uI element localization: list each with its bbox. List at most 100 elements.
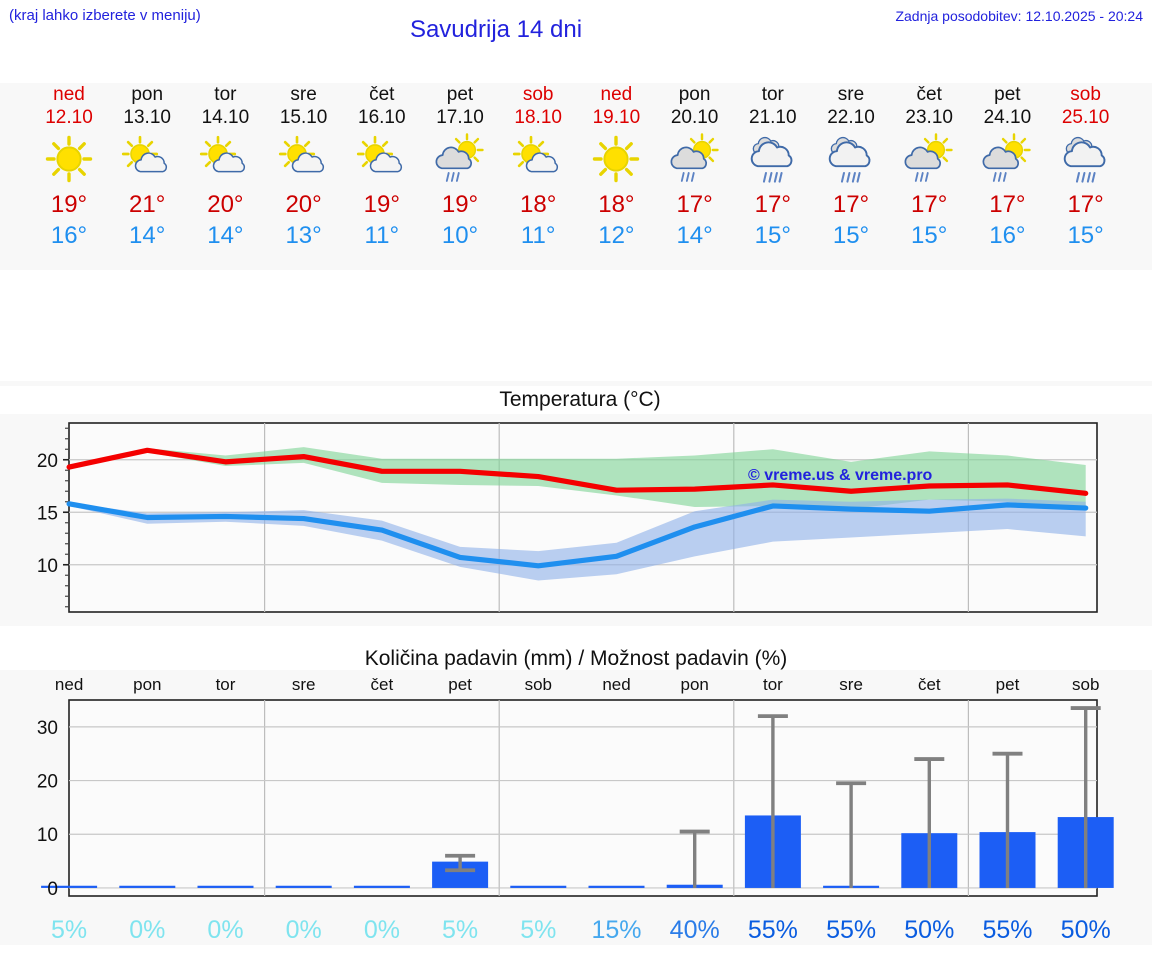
weather-icon-wrap: [1047, 131, 1125, 189]
precip-probability-label: 50%: [904, 916, 954, 944]
sun-cloud-rain-icon: [435, 133, 484, 182]
sun-icon: [45, 135, 93, 183]
cloud-rain-icon: [1063, 136, 1106, 183]
day-date: 19.10: [592, 107, 641, 128]
precip-probability-label: 55%: [826, 916, 876, 944]
precip-probability-label: 5%: [520, 916, 556, 944]
precip-day-label: ned: [55, 675, 83, 694]
menu-hint: (kraj lahko izberete v meniju): [9, 7, 201, 24]
svg-text:10: 10: [37, 556, 58, 577]
sun-cloud-icon: [356, 135, 402, 173]
temp-low: 16°: [50, 222, 88, 249]
day-date: 23.10: [905, 107, 953, 128]
temp-high: 18°: [598, 191, 635, 218]
temp-low: 11°: [364, 222, 400, 249]
page-title: Savudrija 14 dni: [409, 16, 583, 43]
precip-probability-label: 0%: [286, 916, 322, 944]
copyright-label: © vreme.us & vreme.pro: [748, 467, 933, 484]
precip-day-label: pet: [448, 675, 472, 694]
temp-low: 15°: [911, 222, 948, 249]
svg-text:10: 10: [37, 825, 58, 846]
temp-low: 15°: [832, 222, 870, 249]
forecast-day-column[interactable]: čet 23.10 17° 15°: [890, 83, 968, 251]
forecast-day-column[interactable]: sob 18.10 18° 11°: [499, 83, 577, 251]
temp-high: 19°: [441, 191, 479, 218]
day-date: 25.10: [1061, 107, 1110, 128]
forecast-day-column[interactable]: tor 21.10 17° 15°: [734, 83, 812, 251]
temp-high: 18°: [520, 191, 557, 218]
day-of-week: sob: [1070, 84, 1101, 105]
precip-day-label: pon: [133, 675, 161, 694]
forecast-day-column[interactable]: pet 17.10 19° 10°: [421, 83, 499, 251]
weather-icon-wrap: [656, 131, 734, 189]
day-date: 17.10: [436, 107, 484, 128]
svg-text:15: 15: [37, 503, 58, 524]
forecast-day-column[interactable]: sob 25.10 17° 15°: [1047, 83, 1125, 251]
forecast-day-column[interactable]: čet 16.10 19° 11°: [343, 83, 421, 251]
forecast-day-column[interactable]: sre 15.10 20° 13°: [265, 83, 343, 251]
precip-probability-label: 0%: [129, 916, 165, 944]
precip-bar: [275, 885, 332, 888]
temp-high: 20°: [207, 191, 244, 218]
sun-cloud-icon: [278, 135, 324, 173]
day-date: 20.10: [670, 107, 719, 128]
precip-bar: [41, 885, 98, 888]
sun-cloud-rain-icon: [904, 133, 953, 182]
precip-day-label: čet: [918, 675, 941, 694]
precip-probability-label: 55%: [982, 916, 1032, 944]
precip-day-label: sob: [525, 675, 552, 694]
forecast-day-column[interactable]: pon 20.10 17° 14°: [656, 83, 734, 251]
weather-icon-wrap: [186, 131, 264, 189]
precip-probability-label: 5%: [442, 916, 478, 944]
day-of-week: pet: [994, 84, 1021, 105]
forecast-day-column[interactable]: tor 14.10 20° 14°: [186, 83, 264, 251]
weather-icon-wrap: [890, 131, 968, 189]
weather-icon-wrap: [968, 131, 1046, 189]
sun-cloud-rain-icon: [982, 133, 1032, 182]
svg-text:20: 20: [37, 451, 58, 472]
day-of-week: ned: [600, 84, 633, 105]
sun-cloud-icon: [200, 135, 246, 173]
day-date: 12.10: [45, 107, 93, 128]
day-date: 21.10: [749, 107, 797, 128]
precip-day-label: sob: [1072, 675, 1099, 694]
day-date: 13.10: [123, 107, 171, 128]
day-of-week: pon: [678, 84, 711, 105]
precip-day-label: tor: [216, 675, 236, 694]
temp-high: 20°: [285, 191, 322, 218]
day-of-week: čet: [916, 84, 942, 105]
precipitation-chart-panel: ned pon tor sre čet pet sob ned pon tor sre čet pet s…: [0, 670, 1152, 945]
day-of-week: ned: [53, 84, 85, 105]
forecast-day-column[interactable]: sre 22.10 17° 15°: [812, 83, 890, 251]
sun-cloud-icon: [122, 135, 168, 173]
precip-day-label: pet: [996, 675, 1020, 694]
forecast-day-column[interactable]: pon 13.10 21° 14°: [108, 83, 186, 251]
weather-icon-wrap: [499, 131, 577, 189]
precip-day-label: sre: [292, 675, 316, 694]
sun-icon: [593, 135, 640, 183]
temp-low: 11°: [520, 222, 556, 249]
svg-text:20: 20: [37, 772, 58, 793]
day-of-week: sre: [290, 84, 317, 105]
temp-high: 17°: [676, 191, 713, 218]
temp-low: 14°: [676, 222, 713, 249]
day-of-week: pon: [131, 84, 164, 105]
weather-icon-wrap: [30, 131, 108, 189]
weather-icon-wrap: [108, 131, 186, 189]
forecast-day-column[interactable]: ned 12.10 19° 16°: [30, 83, 108, 251]
last-updated: Zadnja posodobitev: 12.10.2025 - 20:24: [895, 8, 1143, 24]
temp-low: 16°: [989, 222, 1026, 249]
precip-probability-label: 0%: [364, 916, 400, 944]
day-of-week: pet: [446, 84, 474, 105]
forecast-day-column[interactable]: ned 19.10 18° 12°: [577, 83, 655, 251]
day-date: 15.10: [279, 107, 328, 128]
forecast-day-column[interactable]: pet 24.10 17° 16°: [968, 83, 1046, 251]
precip-bar: [510, 885, 567, 888]
sun-cloud-rain-icon: [670, 133, 719, 182]
day-date: 22.10: [827, 107, 875, 128]
temperature-chart-panel: 10 15 20: [0, 414, 1152, 626]
temp-low: 12°: [598, 222, 635, 249]
cloud-rain-icon: [828, 136, 871, 183]
precip-probability-label: 5%: [51, 916, 87, 944]
weather-icon-wrap: [343, 131, 421, 189]
